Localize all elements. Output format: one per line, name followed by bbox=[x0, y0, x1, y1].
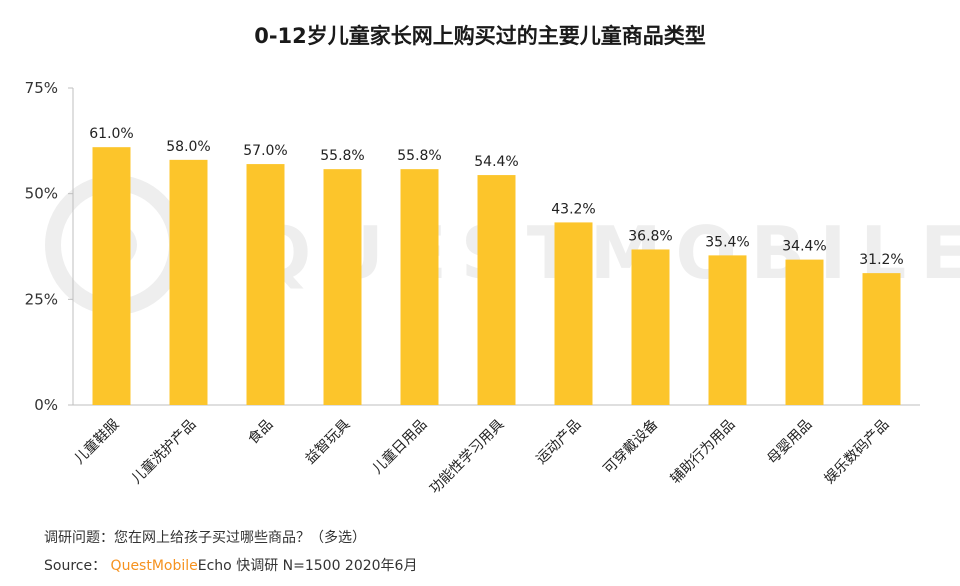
data-label: 55.8% bbox=[320, 148, 364, 164]
data-label: 61.0% bbox=[89, 126, 133, 142]
data-label: 36.8% bbox=[628, 228, 672, 244]
source-line: Source： QuestMobileEcho 快调研 N=1500 2020年… bbox=[44, 555, 417, 575]
chart-title: 0-12岁儿童家长网上购买过的主要儿童商品类型 bbox=[254, 24, 706, 48]
data-label: 43.2% bbox=[551, 201, 595, 217]
data-label: 34.4% bbox=[782, 239, 826, 255]
category-label: 儿童日用品 bbox=[369, 416, 431, 478]
bar bbox=[400, 169, 439, 405]
source-suffix: Echo 快调研 N=1500 2020年6月 bbox=[197, 558, 418, 574]
survey-question: 调研问题：您在网上给孩子买过哪些商品？（多选） bbox=[44, 530, 366, 546]
category-label: 母婴用品 bbox=[764, 417, 815, 468]
bar bbox=[785, 259, 824, 405]
category-label: 儿童洗护产品 bbox=[128, 416, 199, 487]
bar bbox=[92, 147, 131, 405]
data-label: 58.0% bbox=[166, 139, 210, 155]
bar bbox=[862, 273, 901, 405]
bar bbox=[631, 249, 670, 405]
category-label: 儿童鞋服 bbox=[71, 416, 123, 468]
bar bbox=[246, 164, 285, 405]
category-label: 益智玩具 bbox=[302, 417, 353, 468]
category-label: 可穿戴设备 bbox=[600, 416, 662, 478]
data-label: 55.8% bbox=[397, 148, 441, 164]
category-label: 食品 bbox=[245, 416, 277, 448]
y-tick-label: 25% bbox=[25, 290, 58, 308]
category-label: 运动产品 bbox=[533, 417, 584, 468]
bar bbox=[477, 175, 516, 405]
bar bbox=[323, 169, 362, 405]
y-axis: 0% 25% 50% 75% bbox=[25, 79, 920, 414]
data-label: 57.0% bbox=[243, 143, 287, 159]
y-tick-label: 50% bbox=[25, 185, 58, 203]
source-prefix: Source： bbox=[44, 558, 107, 574]
category-label: 娱乐数码产品 bbox=[822, 417, 893, 488]
data-label: 54.4% bbox=[474, 154, 518, 170]
bar bbox=[708, 255, 747, 405]
bar bbox=[169, 159, 208, 405]
data-label: 31.2% bbox=[859, 252, 903, 268]
category-label: 功能性学习用具 bbox=[427, 417, 508, 498]
brand-name: QuestMobile bbox=[110, 558, 198, 574]
data-labels: 61.0% 58.0% 57.0% 55.8% 55.8% 54.4% 43.2% 36.8%… bbox=[89, 126, 903, 268]
data-label: 35.4% bbox=[705, 234, 749, 250]
category-label: 辅助行为用品 bbox=[668, 417, 739, 488]
y-tick-label: 75% bbox=[25, 79, 58, 97]
bars bbox=[92, 147, 901, 405]
watermark-text: QUESTMOBILE bbox=[250, 211, 960, 295]
bar bbox=[554, 222, 593, 405]
y-tick-label: 0% bbox=[34, 396, 58, 414]
